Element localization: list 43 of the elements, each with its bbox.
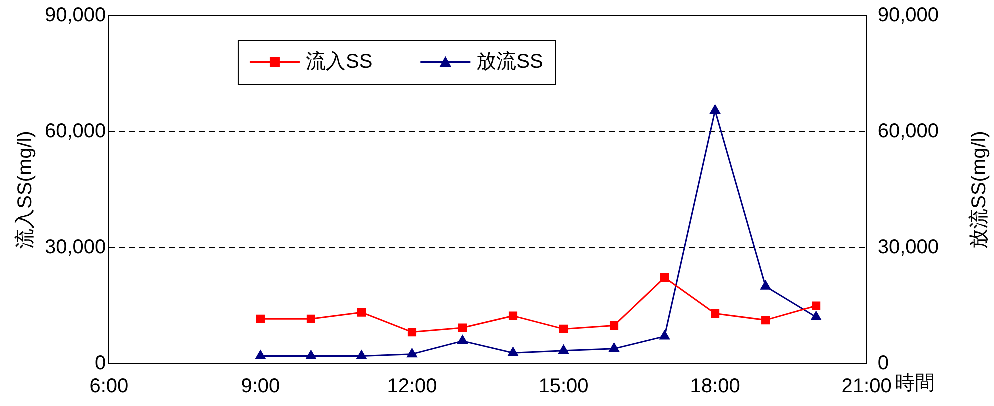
- point: [256, 350, 266, 360]
- point: [407, 348, 418, 358]
- point: [610, 321, 619, 330]
- legend-label: 流入SS: [306, 50, 373, 73]
- x-tick-label: 15:00: [538, 376, 589, 398]
- point: [609, 343, 620, 352]
- y-tick-label: 90,000: [45, 4, 106, 27]
- point: [660, 330, 670, 340]
- y2-tick-label: 30,000: [878, 236, 939, 259]
- x-tick-label: 6:00: [90, 376, 129, 398]
- point: [356, 350, 367, 360]
- point: [710, 104, 720, 114]
- point: [357, 308, 366, 317]
- y-axis-title: 流入SS(mg/l): [14, 131, 37, 249]
- point: [811, 311, 822, 320]
- x-tick-label: 9:00: [241, 376, 280, 398]
- point: [306, 350, 316, 360]
- x-axis-title: 時間: [894, 372, 935, 395]
- y2-tick-label: 60,000: [878, 120, 939, 143]
- x-tick-label: 18:00: [690, 376, 740, 398]
- point: [760, 280, 771, 290]
- legend-label: 放流SS: [476, 50, 544, 73]
- point: [711, 309, 720, 318]
- point: [306, 314, 316, 324]
- point: [558, 345, 569, 354]
- point: [660, 273, 670, 282]
- point: [508, 347, 518, 356]
- y2-tick-label: 0: [878, 352, 889, 375]
- point: [458, 335, 468, 344]
- x-tick-label: 12:00: [387, 376, 438, 398]
- y2-tick-label: 90,000: [878, 4, 939, 27]
- y-tick-label: 60,000: [45, 120, 106, 143]
- point: [508, 312, 518, 320]
- y-tick-label: 0: [95, 352, 106, 375]
- point: [458, 324, 468, 332]
- x-tick-label: 21:00: [842, 376, 892, 398]
- y2-axis-title: 放流SS(mg/l): [968, 131, 991, 249]
- point: [559, 324, 568, 334]
- y-tick-label: 30,000: [45, 236, 106, 259]
- point: [762, 316, 770, 325]
- point: [408, 328, 417, 337]
- point: [256, 314, 265, 324]
- point: [812, 302, 821, 310]
